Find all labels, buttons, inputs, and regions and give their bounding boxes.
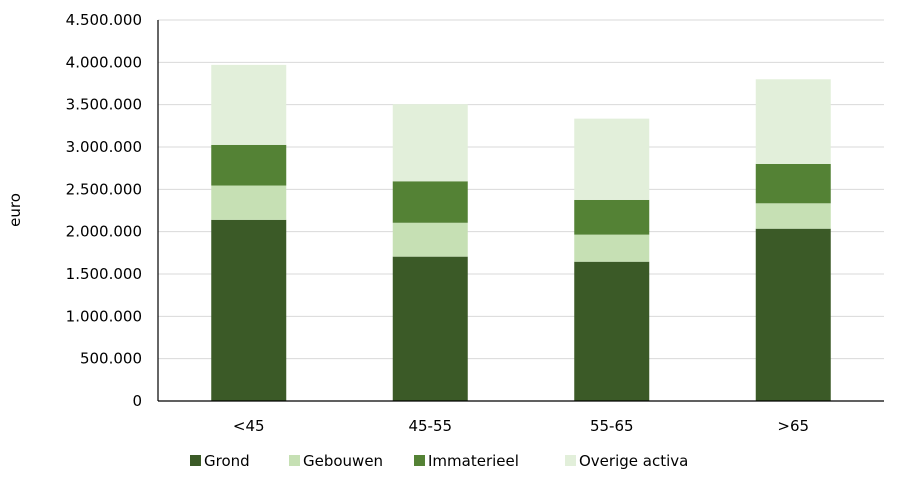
bar-segment — [392, 222, 468, 257]
legend-swatch — [414, 455, 425, 466]
legend-swatch — [289, 455, 300, 466]
bar-segment — [392, 181, 468, 223]
y-tick-label: 500.000 — [80, 350, 142, 368]
x-tick-label: <45 — [233, 417, 265, 435]
legend-swatch — [190, 455, 201, 466]
bar-segment — [755, 79, 831, 164]
x-tick-labels: <45 45-55 55-65 >65 — [233, 417, 809, 435]
x-tick-label: >65 — [777, 417, 809, 435]
y-tick-label: 0 — [132, 392, 142, 410]
bar-segment — [211, 144, 287, 186]
bar-segment — [392, 104, 468, 182]
y-tick-label: 1.500.000 — [66, 265, 142, 283]
y-axis-title: euro — [6, 193, 24, 227]
legend: Grond Gebouwen Immaterieel Overige activa — [190, 452, 688, 470]
y-tick-label: 2.500.000 — [66, 180, 142, 198]
y-tick-labels: 0 500.000 1.000.000 1.500.000 2.000.000 2.500… — [66, 11, 142, 410]
legend-label: Gebouwen — [303, 452, 383, 470]
bar-segment — [574, 199, 650, 235]
x-tick-label: 55-65 — [590, 417, 634, 435]
axes — [157, 20, 884, 402]
legend-label: Overige activa — [579, 452, 688, 470]
bar-segment — [211, 185, 287, 220]
bar-segment — [574, 261, 650, 401]
y-tick-label: 3.500.000 — [66, 96, 142, 114]
bar-segment — [211, 64, 287, 145]
bar-segment — [755, 163, 831, 204]
bar-segment — [211, 219, 287, 401]
bar-segment — [755, 203, 831, 229]
y-tick-label: 1.000.000 — [66, 307, 142, 325]
y-tick-label: 4.000.000 — [66, 53, 142, 71]
legend-swatch — [565, 455, 576, 466]
legend-label: Grond — [204, 452, 250, 470]
bar-segment — [574, 234, 650, 262]
bars — [211, 64, 831, 401]
x-tick-label: 45-55 — [408, 417, 452, 435]
y-tick-label: 2.000.000 — [66, 223, 142, 241]
bar-segment — [574, 118, 650, 200]
legend-label: Immaterieel — [428, 452, 519, 470]
y-tick-label: 4.500.000 — [66, 11, 142, 29]
bar-segment — [392, 256, 468, 401]
bar-segment — [755, 228, 831, 401]
y-tick-label: 3.000.000 — [66, 138, 142, 156]
